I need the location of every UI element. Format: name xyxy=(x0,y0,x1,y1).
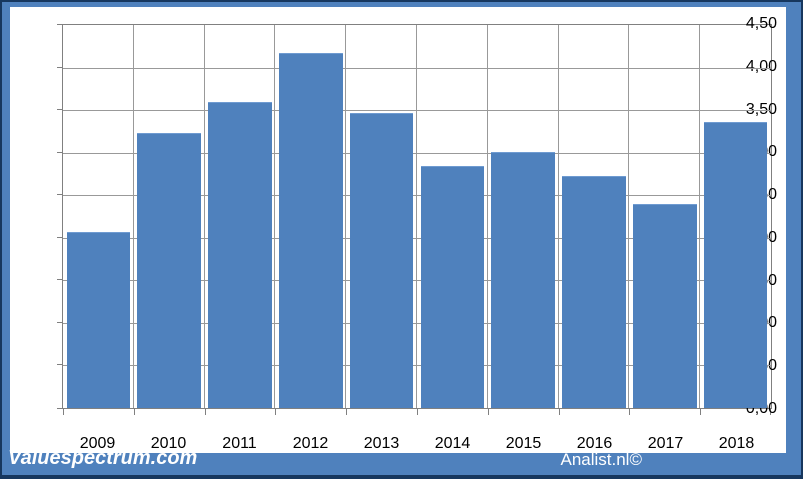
x-axis-tick xyxy=(770,409,771,415)
y-axis-tick xyxy=(57,194,63,196)
y-axis-tick xyxy=(57,109,63,111)
bar-cell xyxy=(63,25,134,408)
plot-area xyxy=(57,24,772,415)
valuespectrum-watermark: Valuespectrum.com xyxy=(8,447,198,469)
bar-cell xyxy=(275,25,346,408)
gridline-horizontal xyxy=(63,195,771,197)
gridline-horizontal xyxy=(63,110,771,112)
y-axis-tick xyxy=(57,279,63,281)
x-axis-tick xyxy=(204,409,206,415)
y-axis-label: 4,50 xyxy=(745,15,777,32)
bar-cell xyxy=(417,25,488,408)
bar-2014 xyxy=(420,166,485,408)
x-axis-label: 2016 xyxy=(576,435,613,452)
bar-2010 xyxy=(137,133,202,408)
bar-2016 xyxy=(562,175,626,408)
analist-watermark: Analist.nl© xyxy=(560,450,642,469)
gridline-vertical xyxy=(628,25,630,408)
gridline-vertical xyxy=(274,25,276,408)
gridline-vertical xyxy=(486,25,488,408)
x-axis-tick xyxy=(558,409,560,415)
x-axis-label: 2015 xyxy=(505,435,542,452)
y-axis-tick xyxy=(57,364,63,366)
gridline-vertical xyxy=(345,25,347,408)
x-axis-label: 2018 xyxy=(718,435,755,452)
y-axis-tick xyxy=(57,236,63,238)
gridline-horizontal xyxy=(63,365,771,367)
y-axis-label: 3,50 xyxy=(745,100,777,118)
x-axis-tick xyxy=(629,409,631,415)
x-axis-label: 2014 xyxy=(434,435,471,452)
y-axis-tick xyxy=(57,321,63,323)
gridline-horizontal xyxy=(63,152,771,154)
bar-2015 xyxy=(491,151,556,408)
y-axis-tick xyxy=(57,24,63,25)
gridline-horizontal xyxy=(63,280,771,282)
x-axis-tick xyxy=(275,409,277,415)
y-axis-label: 4,00 xyxy=(745,57,777,75)
x-axis-tick xyxy=(63,409,64,415)
x-axis-label: 2017 xyxy=(647,435,684,452)
gridline-horizontal xyxy=(63,322,771,324)
bar-cell xyxy=(488,25,559,408)
x-axis-tick xyxy=(417,409,418,415)
gridline-vertical xyxy=(416,25,417,408)
bar-cell xyxy=(346,25,417,408)
bar-cell xyxy=(700,25,771,408)
bar-cell xyxy=(205,25,276,408)
bar-2012 xyxy=(278,53,343,408)
x-axis-tick xyxy=(700,409,702,415)
bar-2011 xyxy=(208,101,272,408)
x-axis-tick xyxy=(133,409,135,415)
gridline-horizontal xyxy=(63,67,771,69)
gridline-horizontal xyxy=(63,237,771,239)
footer: Valuespectrum.com Analist.nl© xyxy=(2,447,801,475)
x-axis-label: 2010 xyxy=(150,435,187,452)
chart-surface: 4,504,003,503,002,502,001,501,000,500,00… xyxy=(10,7,786,453)
x-axis-tick xyxy=(487,409,489,415)
gridline-vertical xyxy=(557,25,559,408)
gridline-vertical xyxy=(203,25,205,408)
x-axis-label: 2013 xyxy=(363,435,400,452)
bar-cell xyxy=(134,25,205,408)
bar-2017 xyxy=(632,203,697,408)
x-axis-label: 2009 xyxy=(79,435,116,452)
bar-2013 xyxy=(349,112,414,408)
y-axis-tick xyxy=(57,408,63,409)
x-axis-label: 2011 xyxy=(222,435,257,452)
y-axis-tick xyxy=(57,66,63,68)
bar-2018 xyxy=(703,122,768,408)
gridline-vertical xyxy=(699,25,701,408)
x-axis-label: 2012 xyxy=(292,435,329,452)
x-axis-tick xyxy=(346,409,348,415)
bar-cell xyxy=(629,25,700,408)
gridline-vertical xyxy=(132,25,134,408)
bar-cell xyxy=(559,25,630,408)
y-axis-tick xyxy=(57,151,63,153)
bar-2009 xyxy=(66,231,131,408)
